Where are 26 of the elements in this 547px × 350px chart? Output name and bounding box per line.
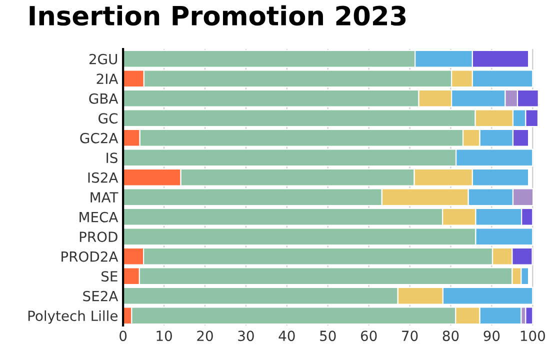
y-tick-label: MAT — [90, 192, 118, 202]
y-tick-label: Polytech Lille — [28, 310, 118, 324]
x-tick-label: 0 — [120, 330, 127, 342]
y-tick-label: IS — [106, 152, 118, 164]
x-tick-label: 60 — [360, 330, 377, 342]
x-tick-label: 10 — [156, 330, 172, 342]
y-tick-label: GC — [98, 113, 118, 124]
x-tick-label: 90 — [484, 330, 500, 342]
x-tick-label: 50 — [320, 330, 336, 342]
x-tick-label: 20 — [197, 330, 213, 342]
x-tick-label: 70 — [402, 330, 418, 342]
y-tick-label: 2IA — [96, 74, 118, 84]
y-tick-label: MECA — [80, 212, 118, 222]
x-tick-label: 100 — [520, 330, 545, 342]
x-tick-label: 40 — [278, 330, 295, 342]
x-tick-label: 80 — [442, 330, 459, 342]
y-tick-label: PROD2A — [62, 251, 118, 262]
chart-title: Insertion Promotion 2023 — [30, 5, 406, 26]
y-tick-label: 2GU — [89, 54, 118, 64]
x-tick-label: 30 — [238, 330, 254, 342]
y-tick-label: SE — [102, 271, 118, 282]
y-tick-label: PROD — [80, 232, 118, 242]
y-tick-label: GBA — [89, 93, 118, 104]
y-tick-label: SE2A — [83, 290, 118, 302]
y-tick-label: IS2A — [88, 172, 118, 183]
y-tick-label: GC2A — [80, 132, 118, 144]
